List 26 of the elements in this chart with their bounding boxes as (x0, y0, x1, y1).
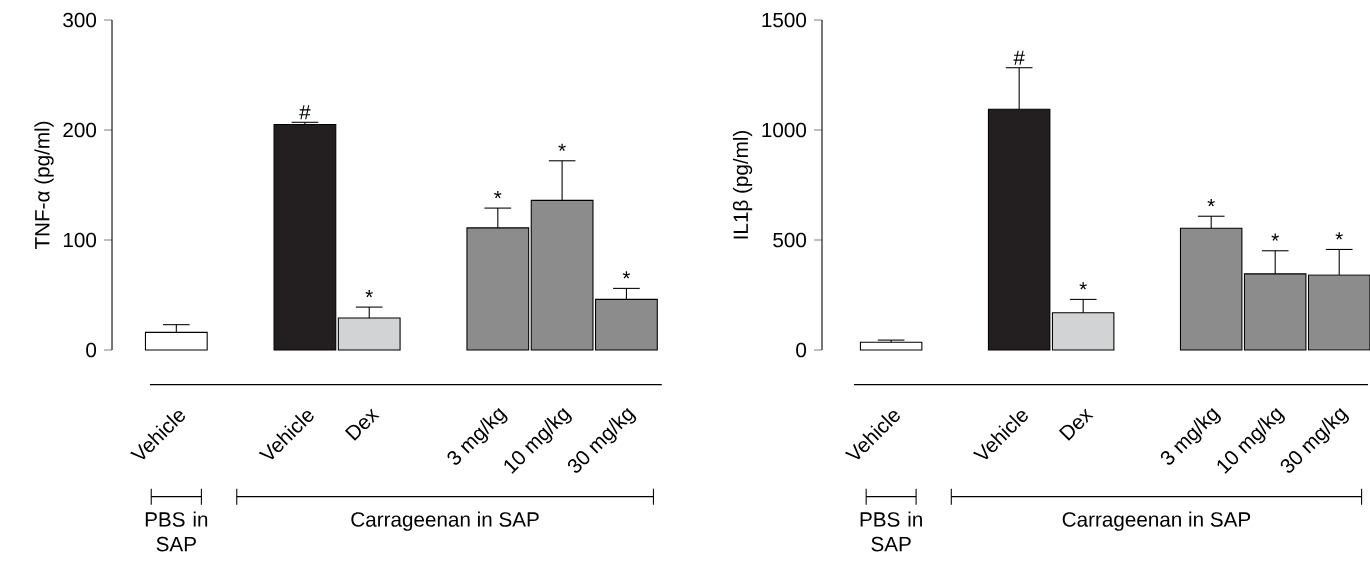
y-tick-label: 0 (796, 342, 807, 358)
data-label: * (1079, 282, 1087, 290)
y-tick-label: 100 (63, 232, 97, 248)
data-label: # (1013, 50, 1025, 65)
y-tick-label: 300 (63, 12, 97, 28)
text: Carrageenan in SAP (1062, 511, 1251, 531)
y-tick-label: 1000 (762, 122, 807, 138)
data-label: * (622, 271, 631, 279)
text: PBS in SAP (860, 511, 922, 552)
data-label: * (1271, 233, 1279, 241)
y-tick-label: 200 (63, 122, 97, 138)
x-tick-label: Dex (1058, 408, 1094, 441)
y-axis-title: TNF-α (pg/ml) (34, 121, 54, 250)
x-tick-label: Dex (344, 408, 380, 441)
data-label: * (365, 289, 373, 298)
text: PBS in SAP (145, 511, 208, 552)
data-label: * (1207, 199, 1215, 207)
data-label: * (494, 190, 502, 199)
y-tick-label: 0 (86, 342, 97, 358)
y-tick-label: 500 (773, 232, 807, 248)
data-label: * (558, 143, 566, 151)
y-tick-label: 1500 (762, 12, 807, 28)
text: Carrageenan in SAP (351, 511, 539, 531)
data-label: # (299, 105, 311, 120)
data-label: * (1335, 232, 1343, 240)
y-axis-title: IL1β (pg/ml) (732, 130, 753, 239)
